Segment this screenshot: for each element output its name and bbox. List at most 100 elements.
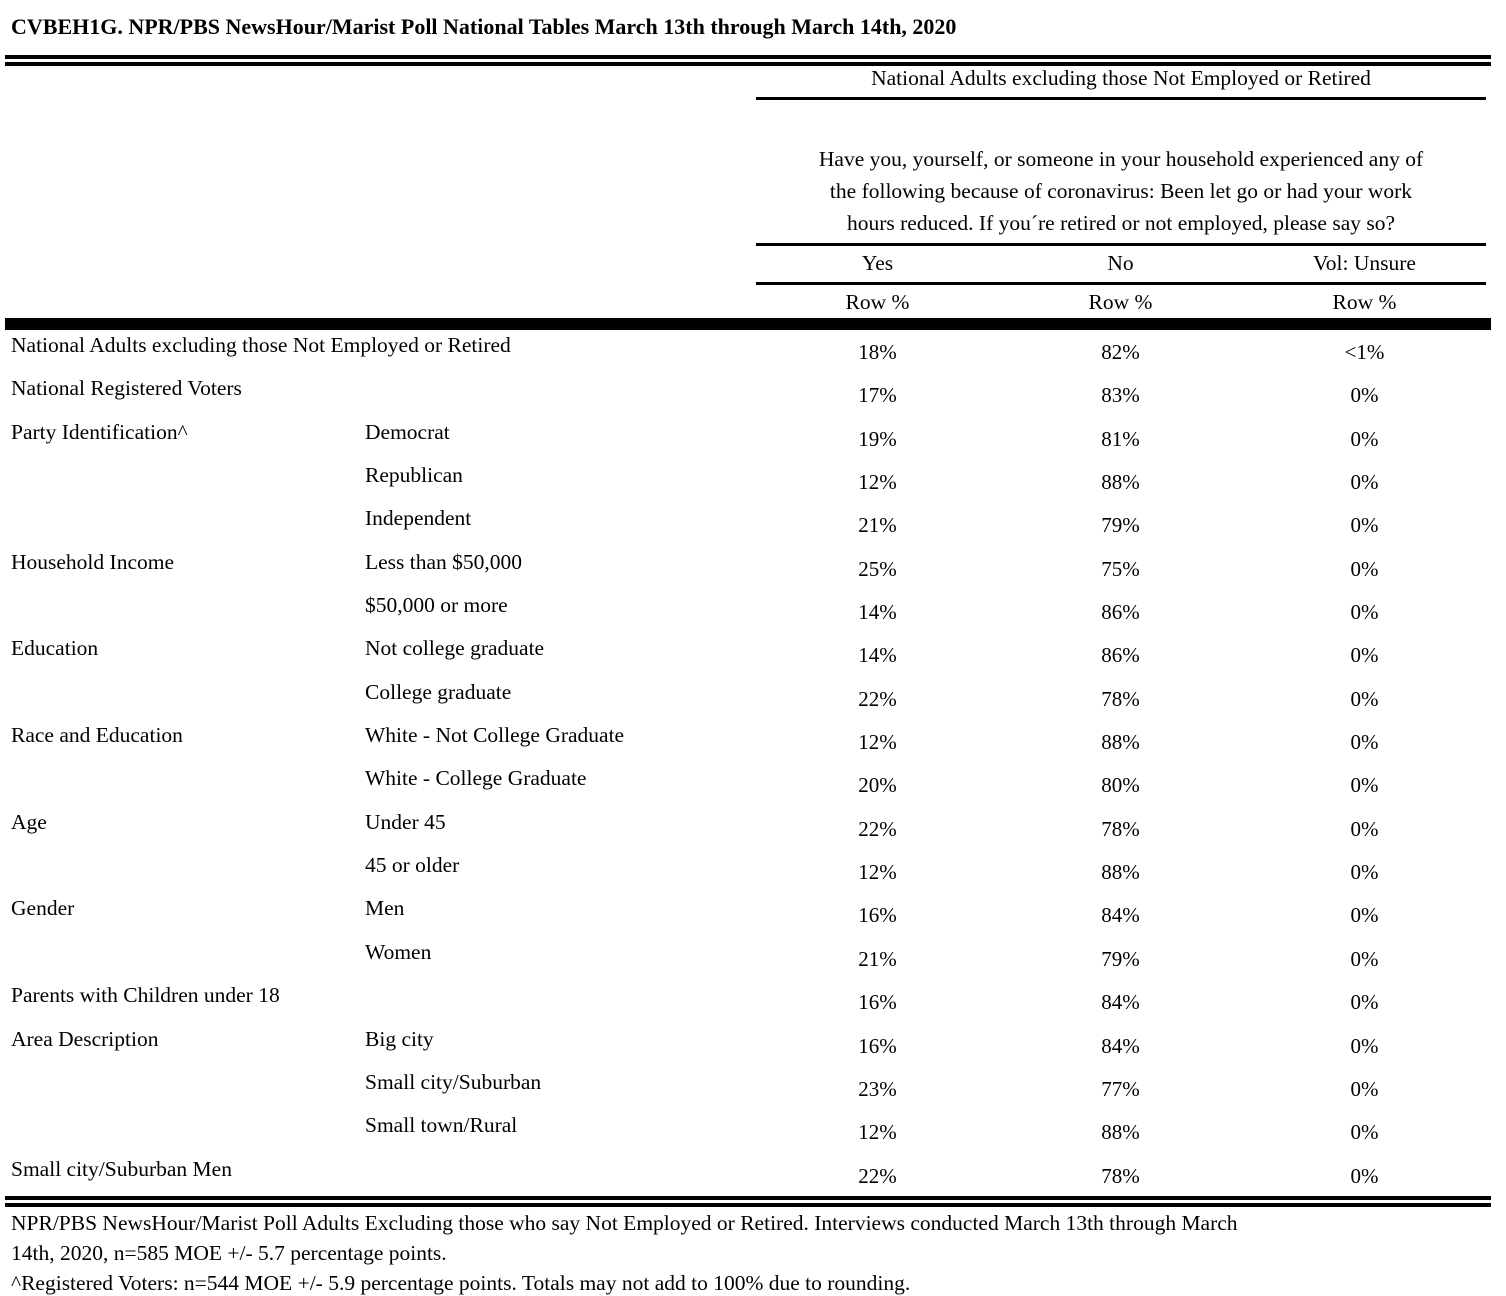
table-row: White - College Graduate 20% 80% 0% <box>0 763 1506 806</box>
question-text: Have you, yourself, or someone in your h… <box>741 143 1501 239</box>
cell-no: 83% <box>1101 383 1140 408</box>
cell-no: 78% <box>1101 1163 1140 1188</box>
cell-unsure: <1% <box>1344 340 1385 364</box>
cell-unsure: 0% <box>1350 730 1379 755</box>
row-group-label: Area Description <box>11 1026 159 1051</box>
cell-no: 84% <box>1101 990 1140 1015</box>
row-subgroup-label: Not college graduate <box>365 636 545 661</box>
cell-unsure: 0% <box>1350 513 1379 538</box>
cell-yes: 22% <box>858 816 897 841</box>
cell-no: 88% <box>1101 1120 1140 1145</box>
table-row: National Adults excluding those Not Empl… <box>0 330 1506 373</box>
cell-yes: 12% <box>858 1120 897 1145</box>
table-rows: National Adults excluding those Not Empl… <box>0 330 1506 1197</box>
table-row: Women 21% 79% 0% <box>0 937 1506 980</box>
cell-no: 88% <box>1101 860 1140 885</box>
row-subgroup-label: Big city <box>365 1026 434 1051</box>
row-group-label: Parents with Children under 18 <box>11 983 280 1008</box>
cell-no: 78% <box>1101 816 1140 841</box>
cell-unsure: 0% <box>1350 383 1379 408</box>
footer-rule-top <box>5 1196 1491 1200</box>
cell-no: 78% <box>1101 686 1140 711</box>
row-group-label: Small city/Suburban Men <box>11 1156 232 1181</box>
cell-yes: 21% <box>858 946 897 971</box>
cell-no: 75% <box>1101 556 1140 581</box>
row-subgroup-label: Republican <box>365 463 463 488</box>
row-subgroup-label: Men <box>365 896 405 921</box>
cell-yes: 18% <box>858 340 897 364</box>
cell-unsure: 0% <box>1350 990 1379 1015</box>
cell-no: 82% <box>1101 340 1140 364</box>
row-subgroup-label: Democrat <box>365 419 450 444</box>
row-subgroup-label: Women <box>365 939 432 964</box>
column-header-unsure: Vol: Unsure <box>1313 251 1416 275</box>
row-group-label: Education <box>11 636 99 661</box>
cell-no: 79% <box>1101 946 1140 971</box>
cell-yes: 12% <box>858 730 897 755</box>
row-subgroup-label: Less than $50,000 <box>365 549 523 574</box>
table-row: Republican 12% 88% 0% <box>0 460 1506 503</box>
cell-yes: 12% <box>858 470 897 495</box>
cell-unsure: 0% <box>1350 426 1379 451</box>
cell-yes: 16% <box>858 990 897 1015</box>
row-group-label: Race and Education <box>11 723 183 748</box>
column-subheader-no: Row % <box>1088 290 1153 314</box>
cell-no: 88% <box>1101 470 1140 495</box>
row-subgroup-label: $50,000 or more <box>365 593 508 618</box>
footnote-line: ^Registered Voters: n=544 MOE +/- 5.9 pe… <box>11 1271 911 1295</box>
cell-yes: 25% <box>858 556 897 581</box>
cell-unsure: 0% <box>1350 816 1379 841</box>
cell-yes: 14% <box>858 600 897 625</box>
cell-no: 79% <box>1101 513 1140 538</box>
table-row: Area Description Big city 16% 84% 0% <box>0 1024 1506 1067</box>
cell-yes: 21% <box>858 513 897 538</box>
table-row: Independent 21% 79% 0% <box>0 503 1506 546</box>
cell-unsure: 0% <box>1350 556 1379 581</box>
row-group-label: Gender <box>11 896 75 921</box>
population-header-rule <box>756 97 1486 100</box>
page-title: CVBEH1G. NPR/PBS NewsHour/Marist Poll Na… <box>11 14 957 39</box>
cell-yes: 23% <box>858 1076 897 1101</box>
question-rule <box>756 243 1486 246</box>
cell-yes: 16% <box>858 903 897 928</box>
cell-unsure: 0% <box>1350 860 1379 885</box>
column-subheader-unsure: Row % <box>1332 290 1397 314</box>
footnote-line: 14th, 2020, n=585 MOE +/- 5.7 percentage… <box>11 1241 447 1265</box>
row-subgroup-label: Small city/Suburban <box>365 1069 542 1094</box>
title-rule-bottom <box>5 62 1491 66</box>
footnote-line: NPR/PBS NewsHour/Marist Poll Adults Excl… <box>11 1211 1238 1235</box>
cell-no: 84% <box>1101 1033 1140 1058</box>
table-row: Race and Education White - Not College G… <box>0 720 1506 763</box>
cell-unsure: 0% <box>1350 1163 1379 1188</box>
table-row: Household Income Less than $50,000 25% 7… <box>0 547 1506 590</box>
cell-no: 86% <box>1101 600 1140 625</box>
cell-unsure: 0% <box>1350 643 1379 668</box>
table-row: Education Not college graduate 14% 86% 0… <box>0 633 1506 676</box>
question-line: hours reduced. If you´re retired or not … <box>846 211 1396 235</box>
cell-unsure: 0% <box>1350 470 1379 495</box>
question-line: Have you, yourself, or someone in your h… <box>818 147 1424 171</box>
row-group-label: Household Income <box>11 549 175 574</box>
cell-yes: 22% <box>858 1163 897 1188</box>
footer-rule-bottom <box>5 1203 1491 1207</box>
row-subgroup-label: Independent <box>365 506 472 531</box>
table-row: College graduate 22% 78% 0% <box>0 677 1506 720</box>
cell-no: 86% <box>1101 643 1140 668</box>
row-subgroup-label: Small town/Rural <box>365 1113 518 1138</box>
cell-no: 81% <box>1101 426 1140 451</box>
cell-yes: 17% <box>858 383 897 408</box>
cell-yes: 12% <box>858 860 897 885</box>
table-row: Small city/Suburban 23% 77% 0% <box>0 1067 1506 1110</box>
column-subheader-yes: Row % <box>845 290 910 314</box>
cell-yes: 22% <box>858 686 897 711</box>
cell-no: 77% <box>1101 1076 1140 1101</box>
cell-yes: 20% <box>858 773 897 798</box>
table-row: 45 or older 12% 88% 0% <box>0 850 1506 893</box>
table-row: Party Identification^ Democrat 19% 81% 0… <box>0 417 1506 460</box>
population-spanner-header: National Adults excluding those Not Empl… <box>871 66 1371 90</box>
cell-yes: 19% <box>858 426 897 451</box>
row-subgroup-label: Under 45 <box>365 809 446 834</box>
cell-unsure: 0% <box>1350 946 1379 971</box>
cell-yes: 16% <box>858 1033 897 1058</box>
